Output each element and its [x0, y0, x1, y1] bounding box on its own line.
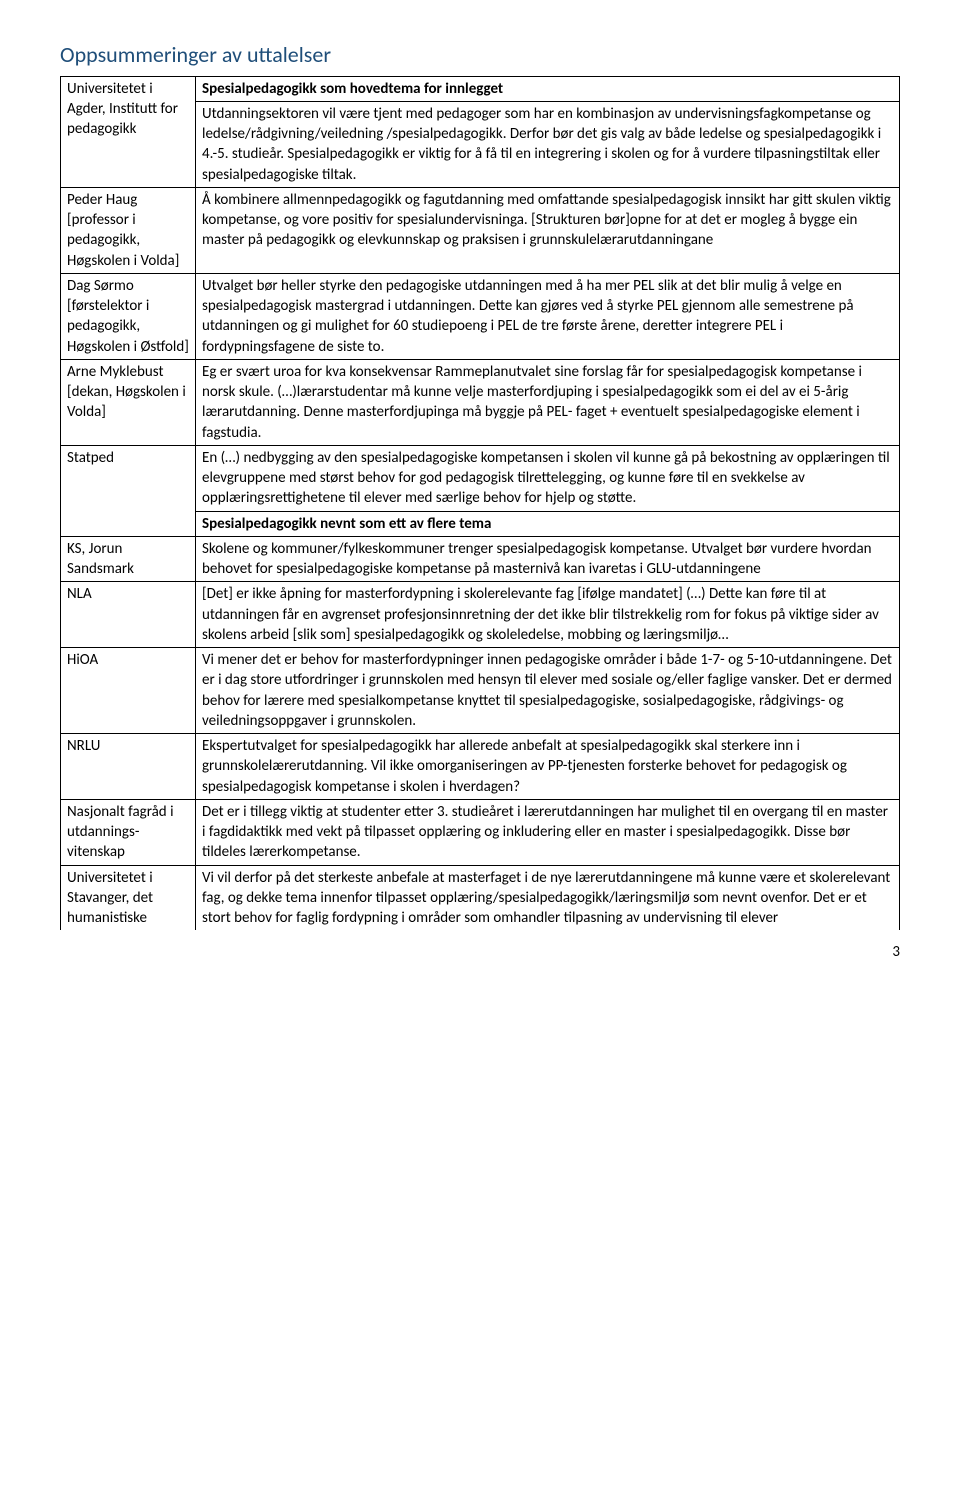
cell-right-4: En (…) nedbygging av den spesialpedagogi… — [196, 445, 900, 511]
cell-right-0: Utdanningsektoren vil være tjent med ped… — [196, 101, 900, 187]
cell-right-8: Ekspertutvalget for spesialpedagogikk ha… — [196, 734, 900, 800]
page-title: Oppsummeringer av uttalelser — [60, 40, 900, 70]
section-header-2: Spesialpedagogikk nevnt som ett av flere… — [196, 511, 900, 536]
cell-right-2: Utvalget bør heller styrke den pedagogis… — [196, 273, 900, 359]
cell-left-4: Statped — [61, 445, 196, 536]
cell-left-10: Universitetet i Stavanger, det humanisti… — [61, 865, 196, 930]
cell-right-9: Det er i tillegg viktig at studenter ett… — [196, 799, 900, 865]
cell-right-10: Vi vil derfor på det sterkeste anbefale … — [196, 865, 900, 930]
cell-left-1: Peder Haug [professor i pedagogikk, Høgs… — [61, 187, 196, 273]
cell-left-0: Universitetet i Agder, Institutt for ped… — [61, 76, 196, 187]
cell-right-3: Eg er svært uroa for kva konsekvensar Ra… — [196, 359, 900, 445]
summary-table: Universitetet i Agder, Institutt for ped… — [60, 76, 900, 931]
cell-left-6: NLA — [61, 582, 196, 648]
cell-left-2: Dag Sørmo [førstelektor i pedagogikk, Hø… — [61, 273, 196, 359]
page-number: 3 — [60, 942, 900, 962]
cell-right-1: Å kombinere allmennpedagogikk og fagutda… — [196, 187, 900, 273]
cell-left-3: Arne Myklebust [dekan, Høgskolen i Volda… — [61, 359, 196, 445]
cell-left-5: KS, Jorun Sandsmark — [61, 536, 196, 582]
cell-left-9: Nasjonalt fagråd i utdannings-vitenskap — [61, 799, 196, 865]
cell-left-7: HiOA — [61, 648, 196, 734]
section-header-1: Spesialpedagogikk som hovedtema for innl… — [196, 76, 900, 101]
cell-left-8: NRLU — [61, 734, 196, 800]
cell-right-7: Vi mener det er behov for masterfordypni… — [196, 648, 900, 734]
cell-right-6: [Det] er ikke åpning for masterfordypnin… — [196, 582, 900, 648]
cell-right-5: Skolene og kommuner/fylkeskommuner treng… — [196, 536, 900, 582]
